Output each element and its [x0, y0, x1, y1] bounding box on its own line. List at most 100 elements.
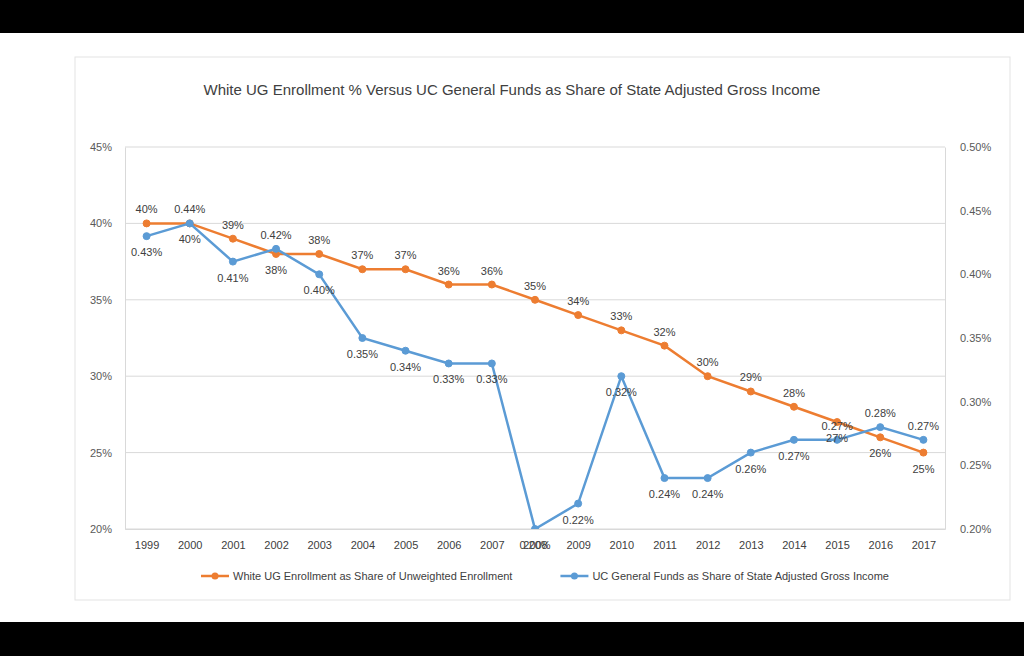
data-label: 29%	[740, 371, 762, 383]
data-label: 0.43%	[131, 246, 162, 258]
point-marker	[402, 266, 409, 273]
grid-line	[125, 147, 945, 148]
data-label: 0.28%	[865, 407, 896, 419]
grid	[125, 147, 945, 529]
point-marker	[532, 296, 539, 303]
point-marker	[704, 373, 711, 380]
point-marker	[445, 360, 452, 367]
data-label: 34%	[567, 295, 589, 307]
tick: 0.30%	[945, 396, 991, 408]
point-marker	[186, 220, 193, 227]
point-marker	[920, 436, 927, 443]
point-marker	[488, 360, 495, 367]
axis-line	[125, 148, 126, 530]
tick-label: 2007	[480, 539, 504, 551]
point-marker	[747, 388, 754, 395]
point-marker	[359, 335, 366, 342]
point-marker	[445, 281, 452, 288]
data-label: 39%	[222, 219, 244, 231]
data-label: 0.27%	[822, 420, 853, 432]
tick-label: 2003	[307, 539, 331, 551]
data-label: 27%	[826, 432, 848, 444]
chart-frame	[75, 57, 1010, 600]
axis-line	[126, 529, 946, 530]
point-marker	[575, 312, 582, 319]
tick: 2003	[307, 529, 331, 551]
tick: 20%	[90, 523, 125, 535]
tick-label: 0.35%	[960, 332, 991, 344]
y2-axis: 0.20%0.25%0.30%0.35%0.40%0.45%0.50%	[945, 141, 991, 535]
tick: 2005	[394, 529, 418, 551]
tick: 30%	[90, 370, 125, 382]
data-label: 26%	[869, 447, 891, 459]
point-marker	[704, 475, 711, 482]
point-marker	[316, 250, 323, 257]
tick-label: 2001	[221, 539, 245, 551]
data-label: 38%	[308, 234, 330, 246]
tick: 2001	[221, 529, 245, 551]
axis-line	[945, 148, 946, 530]
data-label: 0.27%	[908, 420, 939, 432]
point-marker	[273, 245, 280, 252]
point-marker	[316, 271, 323, 278]
data-label: 0.42%	[260, 229, 291, 241]
tick: 0.35%	[945, 332, 991, 344]
data-label: 0.26%	[735, 463, 766, 475]
point-marker	[877, 424, 884, 431]
data-label: 36%	[481, 265, 503, 277]
grid-line	[125, 376, 945, 377]
data-label: 35%	[524, 280, 546, 292]
grid-line	[125, 223, 945, 224]
data-label: 0.32%	[606, 386, 637, 398]
data-labels: 40%40%39%38%38%37%37%36%36%35%34%33%32%3…	[131, 203, 939, 551]
tick-label: 20%	[90, 523, 112, 535]
screen-background	[0, 0, 1024, 656]
tick: 25%	[90, 447, 125, 459]
point-marker	[920, 449, 927, 456]
tick: 2006	[437, 529, 461, 551]
tick-label: 2002	[264, 539, 288, 551]
grid-line	[125, 452, 945, 453]
data-label: 0.40%	[304, 284, 335, 296]
tick: 2017	[912, 529, 936, 551]
point-marker	[618, 327, 625, 334]
tick-label: 0.30%	[960, 396, 991, 408]
tick: 2000	[178, 529, 202, 551]
point-marker	[186, 220, 193, 227]
tick-label: 0.40%	[960, 268, 991, 280]
point-marker	[575, 500, 582, 507]
slide-background	[0, 33, 1024, 622]
tick: 2015	[825, 529, 849, 551]
data-label: 0.24%	[692, 488, 723, 500]
point-marker	[143, 220, 150, 227]
chart-title: White UG Enrollment % Versus UC General …	[204, 81, 821, 98]
data-label: 0.27%	[778, 450, 809, 462]
data-label: 0.44%	[174, 203, 205, 215]
tick-label: 2010	[610, 539, 634, 551]
tick: 1999	[135, 529, 159, 551]
tick-label: 40%	[90, 217, 112, 229]
tick: 2010	[610, 529, 634, 551]
tick-label: 1999	[135, 539, 159, 551]
y-axis: 20%25%30%35%40%45%	[90, 141, 126, 535]
tick-label: 2011	[653, 539, 677, 551]
tick-label: 2006	[437, 539, 461, 551]
series-line	[147, 223, 924, 452]
point-marker	[790, 403, 797, 410]
point-marker	[402, 347, 409, 354]
data-label: 0.24%	[649, 488, 680, 500]
data-label: 40%	[136, 203, 158, 215]
point-marker	[532, 526, 539, 530]
tick-label: 2004	[351, 539, 375, 551]
point-marker	[877, 434, 884, 441]
legend-marker	[571, 573, 578, 580]
tick-label: 2016	[869, 539, 893, 551]
x-axis: 1999200020012002200320042005200620072008…	[126, 529, 946, 551]
data-label: 0.33%	[476, 373, 507, 385]
point-marker	[488, 281, 495, 288]
data-label: 30%	[697, 356, 719, 368]
data-label: 0.33%	[433, 373, 464, 385]
tick-label: 45%	[90, 141, 112, 153]
data-label: 32%	[653, 326, 675, 338]
data-label: 33%	[610, 310, 632, 322]
